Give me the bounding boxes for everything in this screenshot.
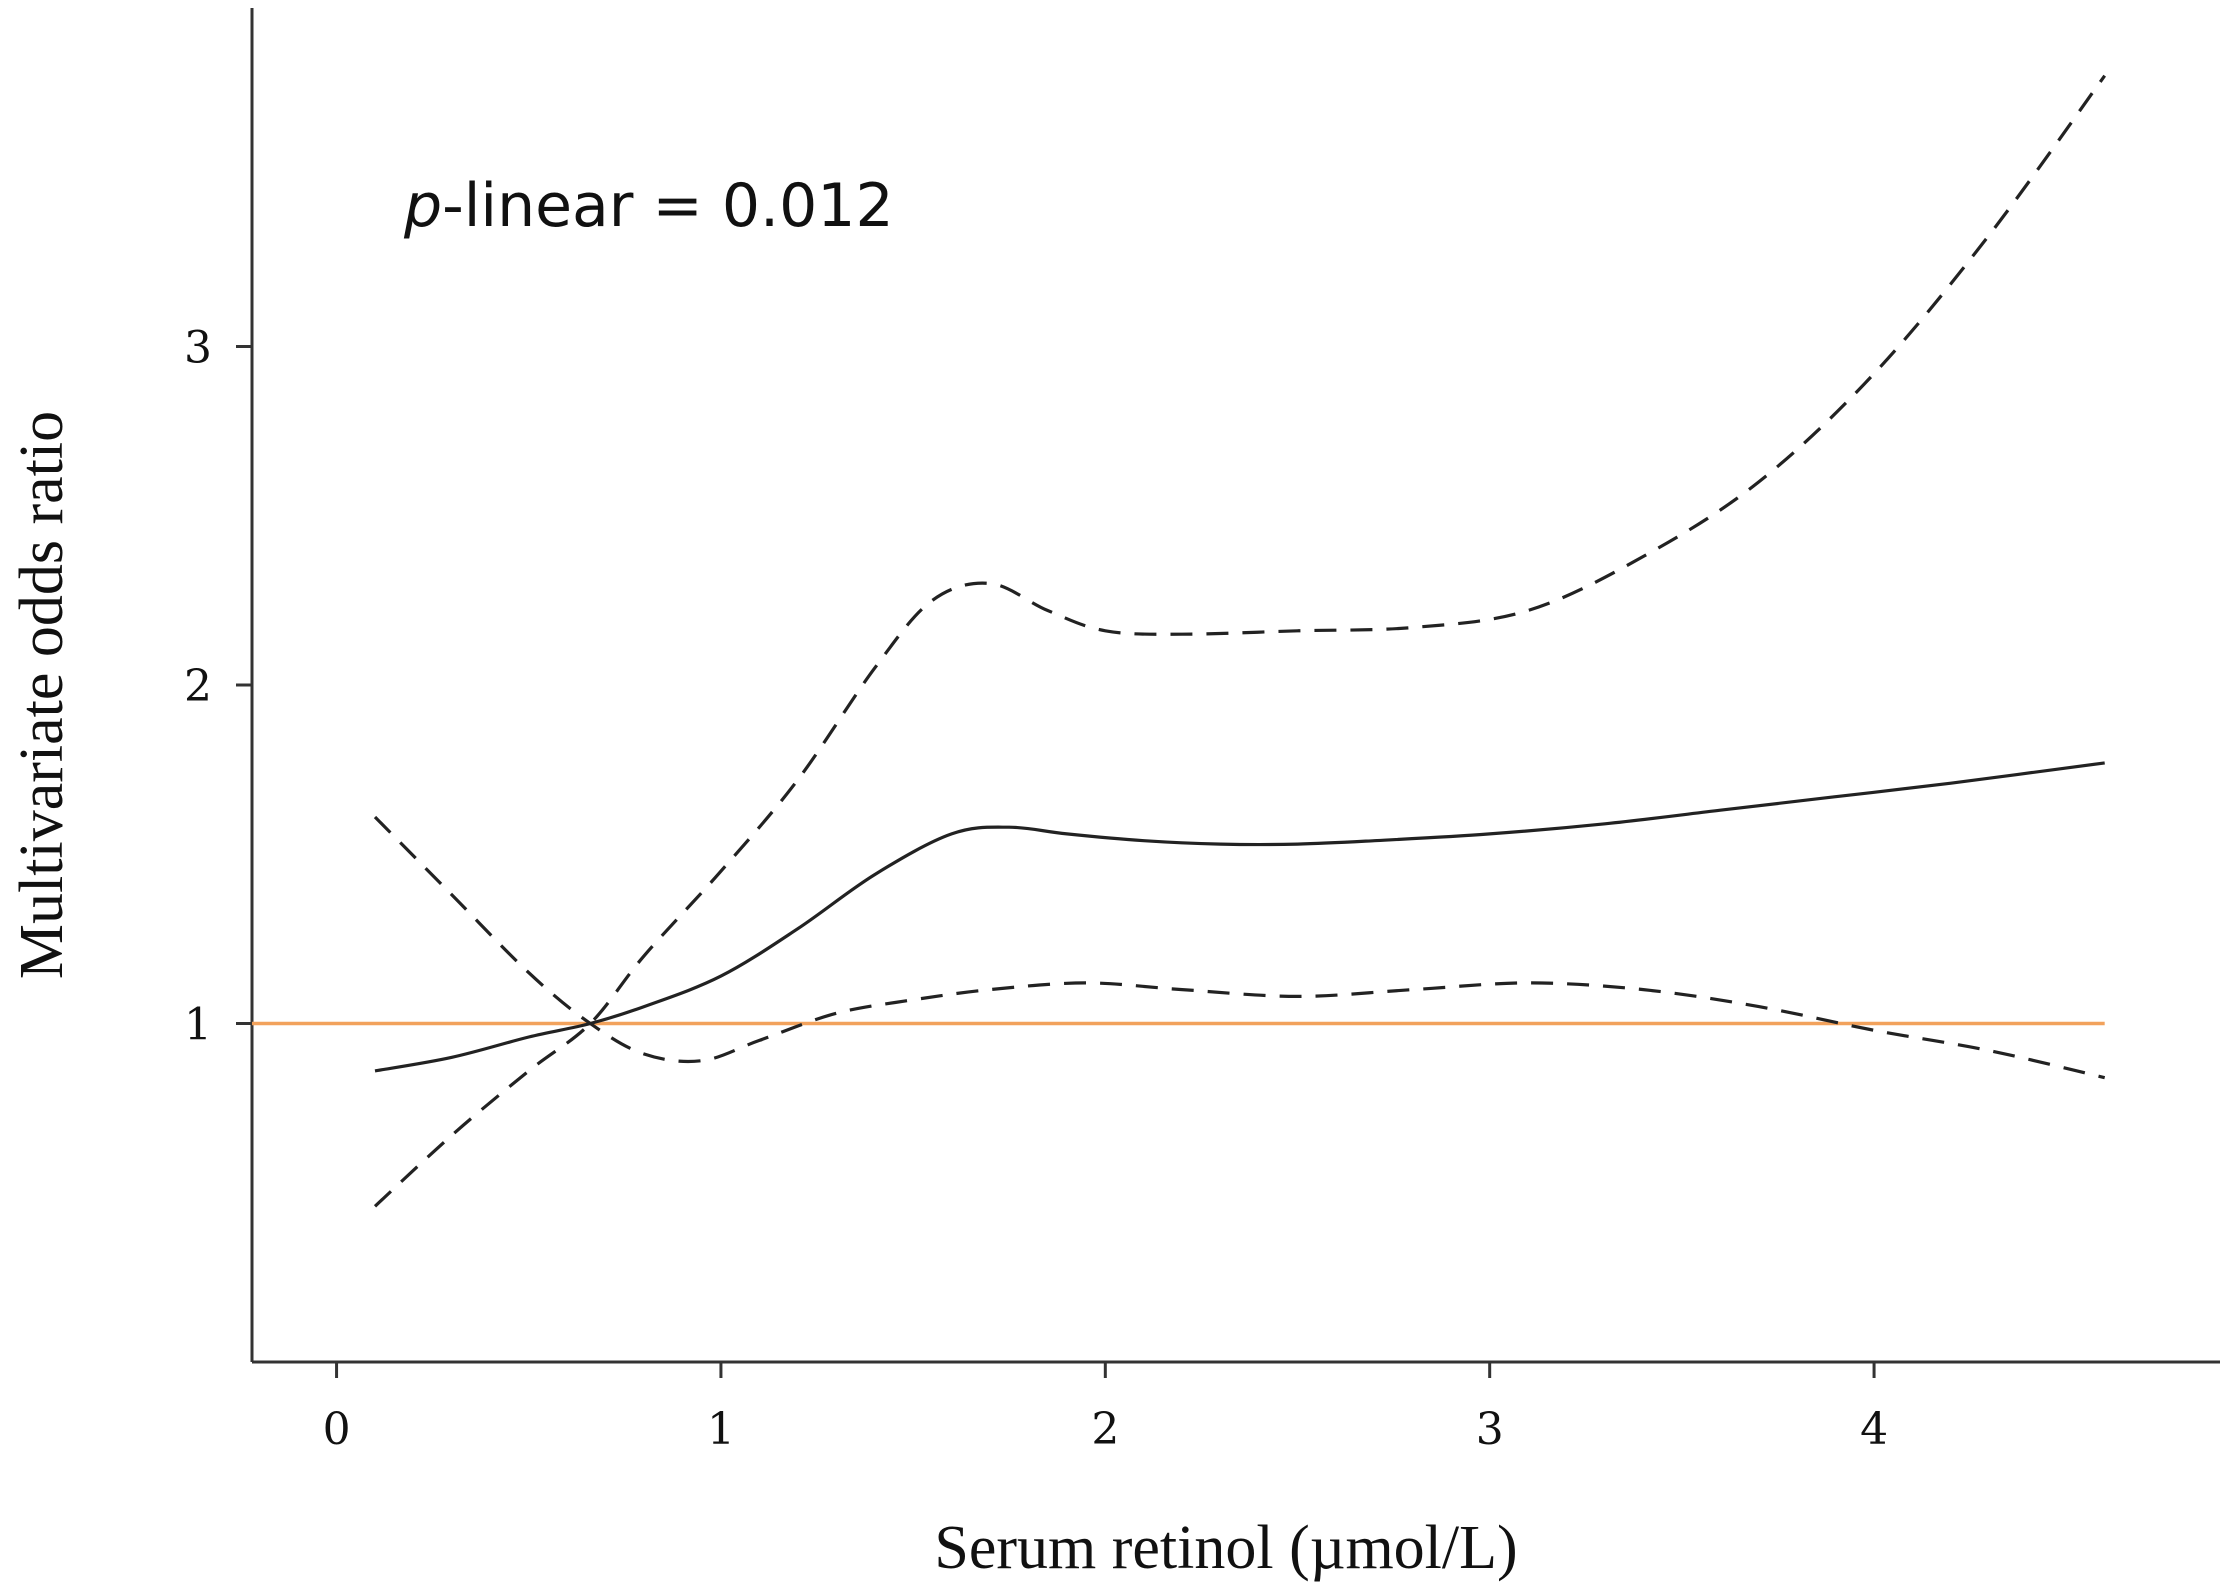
estimate-curve [374,761,2105,1073]
x-tick-label: 1 [707,1404,735,1455]
x-axis-title: Serum retinol (µmol/L) [934,1514,1517,1582]
upper-ci-curve [373,74,2106,1208]
y-axis-title: Multivariate odds ratio [8,411,76,979]
series-group [373,74,2106,1208]
x-tick-label: 4 [1860,1404,1888,1455]
x-tick-label: 0 [323,1404,351,1455]
axes [236,8,2220,1378]
tick-labels: 0 1 2 3 4 1 2 3 [184,323,1888,1456]
p-linear-text: -linear = 0.012 [442,171,894,241]
lower-ci-curve [373,815,2106,1080]
x-tick-label: 3 [1476,1404,1504,1455]
y-tick-label: 1 [184,1000,212,1051]
x-tick-label: 2 [1091,1404,1119,1455]
p-linear-prefix: p [403,171,442,241]
p-linear-annotation: p-linear = 0.012 [403,171,894,241]
y-tick-label: 3 [184,323,212,374]
y-tick-label: 2 [184,661,212,712]
